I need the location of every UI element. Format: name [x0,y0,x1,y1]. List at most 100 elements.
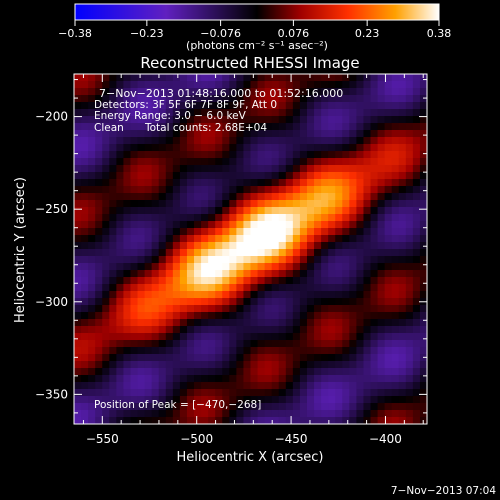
heatmap-cell [321,179,329,187]
heatmap-cell [116,256,125,264]
heatmap-cell [74,193,82,201]
heatmap-cell [144,389,153,397]
heatmap-cell [321,151,329,159]
heatmap-cell [405,375,414,383]
heatmap-cell [306,172,315,180]
heatmap-cell [321,193,329,201]
heatmap-cell [201,368,209,376]
heatmap-cell [419,193,427,201]
heatmap-cell [349,74,357,82]
heatmap-cell [215,249,223,257]
heatmap-cell [271,221,280,229]
heatmap-cell [165,382,174,390]
heatmap-cell [328,221,336,229]
heatmap-cell [321,144,329,152]
heatmap-cell [81,361,89,369]
heatmap-cell [130,137,139,145]
heatmap-cell [179,256,188,264]
heatmap-cell [412,354,421,362]
heatmap-cell [405,410,414,418]
heatmap-cell [405,200,414,208]
heatmap-cell [194,88,202,96]
heatmap-cell [349,151,357,159]
heatmap-cell [335,200,343,208]
heatmap-cell [137,305,146,313]
heatmap-cell [222,326,230,334]
heatmap-cell [356,74,365,82]
heatmap-cell [335,291,343,299]
heatmap-cell [391,417,400,424]
heatmap-cell [123,81,132,89]
heatmap-cell [264,396,273,404]
heatmap-cell [278,193,287,201]
heatmap-cell [314,221,322,229]
heatmap-cell [412,137,421,145]
colorbar: −0.38 −0.23 −0.076 0.076 0.23 0.38 (photons c… [58,3,451,52]
heatmap-cell [335,193,343,201]
heatmap-cell [95,102,103,110]
heatmap-cell [158,193,167,201]
heatmap-cell [384,403,393,411]
heatmap-cell [250,214,259,222]
heatmap-cell [172,200,181,208]
heatmap-cell [137,256,146,264]
heatmap-cell [144,228,153,236]
y-tick-label: −350 [35,387,68,401]
heatmap-cell [158,144,167,152]
heatmap-cell [398,354,407,362]
heatmap-cell [264,81,273,89]
heatmap-cell [236,214,245,222]
heatmap-cell [208,291,216,299]
heatmap-cell [229,74,237,82]
heatmap-cell [116,368,125,376]
heatmap-cell [95,291,103,299]
heatmap-cell [243,102,252,110]
heatmap-cell [370,151,379,159]
heatmap-cell [123,214,132,222]
heatmap-cell [419,291,427,299]
heatmap-cell [363,109,372,117]
heatmap-cell [356,298,365,306]
heatmap-cell [391,228,400,236]
heatmap-cell [109,235,117,243]
heatmap-cell [321,361,329,369]
heatmap-cell [88,263,96,271]
heatmap-cell [306,207,315,215]
heatmap-cell [335,305,343,313]
heatmap-cell [88,333,96,341]
heatmap-cell [391,200,400,208]
heatmap-cell [306,256,315,264]
heatmap-cell [144,207,153,215]
heatmap-cell [264,235,273,243]
heatmap-cell [236,109,245,117]
heatmap-cell [398,158,407,166]
heatmap-cell [271,95,280,103]
heatmap-cell [328,277,336,285]
heatmap-cell [179,95,188,103]
heatmap-cell [165,270,174,278]
heatmap-cell [384,333,393,341]
heatmap-cell [215,144,223,152]
heatmap-cell [299,368,308,376]
heatmap-cell [243,312,252,320]
heatmap-cell [229,172,237,180]
heatmap-cell [419,179,427,187]
heatmap-cell [342,354,350,362]
heatmap-cell [95,242,103,250]
heatmap-cell [278,417,287,424]
heatmap-cell [285,249,294,257]
heatmap-cell [349,270,357,278]
heatmap-cell [405,235,414,243]
heatmap-cell [102,256,110,264]
heatmap-cell [306,417,315,424]
heatmap-cell [88,151,96,159]
heatmap-cell [172,102,181,110]
heatmap-cell [236,116,245,124]
heatmap-cell [299,347,308,355]
heatmap-cell [370,123,379,131]
colorbar-gradient [74,3,440,21]
heatmap-cell [419,95,427,103]
heatmap-cell [391,221,400,229]
heatmap-cell [165,193,174,201]
heatmap-cell [321,172,329,180]
